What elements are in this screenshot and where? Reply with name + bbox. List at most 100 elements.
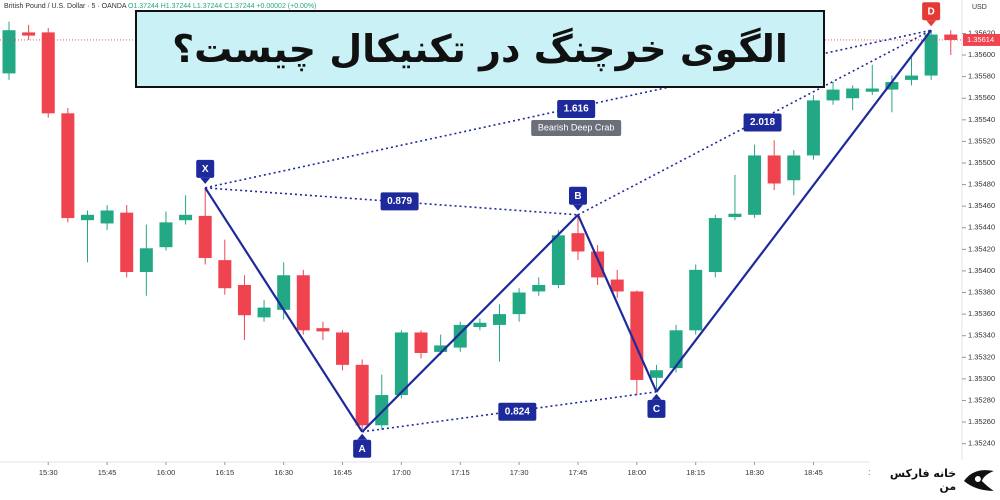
candle-body [434,345,448,352]
y-tick-label: 1.35520 [968,136,995,145]
x-tick-label: 16:00 [157,468,176,477]
candle-body [944,34,958,40]
ratio-line [577,29,932,216]
candle-body [100,210,114,224]
logo-text: خانه فارکس من [889,467,957,493]
candle-body [649,370,663,378]
title-box: الگوی خرچنگ در تکنیکال چیست؟ [135,10,825,88]
candle-body [336,332,350,365]
x-tick-label: 16:15 [215,468,234,477]
y-tick-label: 1.35500 [968,158,995,167]
point-pointer [357,433,368,440]
point-marker [353,439,372,458]
pattern-name-box [531,120,622,137]
ratio-box [498,402,537,421]
candle-body [551,235,565,285]
symbol-label: British Pound / U.S. Dollar · 5 · OANDA [4,3,127,10]
ratio-label: 0.879 [387,196,412,207]
last-price-label: 1.35614 [967,35,994,44]
pattern-leg [576,214,658,393]
point-pointer [651,393,662,400]
logo: خانه فارکس من [870,460,1000,500]
candle-body [787,155,801,181]
candle-body [924,34,938,76]
ratio-label: 1.616 [564,104,589,115]
candle-body [571,233,585,252]
candle-body [41,32,55,114]
candle-body [375,395,389,426]
y-tick-label: 1.35420 [968,244,995,253]
candle-body [885,82,899,90]
point-label: D [928,6,935,17]
x-tick-label: 18:00 [627,468,646,477]
pattern-name: Bearish Deep Crab [538,122,615,132]
x-tick-label: 18:45 [804,468,823,477]
x-tick-label: 18:30 [745,468,764,477]
x-tick-label: 17:00 [392,468,411,477]
y-tick-label: 1.35560 [968,93,995,102]
y-tick-label: 1.35600 [968,50,995,59]
y-tick-label: 1.35360 [968,309,995,318]
point-marker [647,399,666,418]
candle-body [806,100,820,156]
y-tick-label: 1.35300 [968,374,995,383]
pattern-leg [655,29,933,393]
candle-body [277,275,291,310]
pattern-leg [204,187,364,433]
candle-body [159,222,173,248]
pattern-leg [361,214,579,433]
candle-body [532,284,546,292]
candle-body [296,275,310,331]
ratio-label: 2.018 [750,117,775,128]
currency-label: USD [972,4,987,11]
x-tick-label: 16:30 [274,468,293,477]
candle-body [708,218,722,273]
candle-body [905,75,919,80]
candle-body [237,284,251,316]
candle-body [493,314,506,325]
y-tick-label: 1.35540 [968,115,995,124]
ratio-label: 0.824 [505,406,530,417]
ohlc-label: O1.37244 H1.37244 L1.37244 C1.37244 +0.0… [128,3,316,10]
candle-body [80,214,94,221]
candle-body [669,330,683,369]
y-tick-label: 1.35620 [968,28,995,37]
candle-body [473,322,487,328]
candle-body [218,260,232,289]
y-tick-label: 1.35460 [968,201,995,210]
ratio-box [557,100,596,119]
candle-body [22,32,36,36]
point-marker [196,159,215,178]
y-tick-label: 1.35260 [968,417,995,426]
x-tick-label: 15:30 [39,468,58,477]
candle-body [394,332,408,396]
candle-body [2,30,16,74]
candle-body [689,269,703,331]
title: الگوی خرچنگ در تکنیکال چیست؟ [172,27,788,71]
candle-body [139,248,153,273]
candle-body [728,213,742,217]
candle-body [198,215,212,258]
point-label: B [574,191,581,202]
y-tick-label: 1.35480 [968,180,995,189]
y-tick-label: 1.35340 [968,331,995,340]
point-marker [568,186,587,205]
candle-body [748,155,762,215]
y-tick-label: 1.35440 [968,223,995,232]
candle-body [630,291,644,380]
y-tick-label: 1.35320 [968,352,995,361]
candle-body [179,214,193,221]
point-marker [922,2,941,21]
x-tick-label: 15:45 [98,468,117,477]
y-tick-label: 1.35400 [968,266,995,275]
logo-icon [964,470,995,491]
last-price-box [963,33,1000,46]
x-tick-label: 17:15 [451,468,470,477]
candle-body [355,364,369,426]
candle-body [512,292,526,315]
point-pointer [572,204,583,211]
x-tick-label: 17:45 [569,468,588,477]
candle-body [826,89,840,101]
candle-body [120,212,134,273]
